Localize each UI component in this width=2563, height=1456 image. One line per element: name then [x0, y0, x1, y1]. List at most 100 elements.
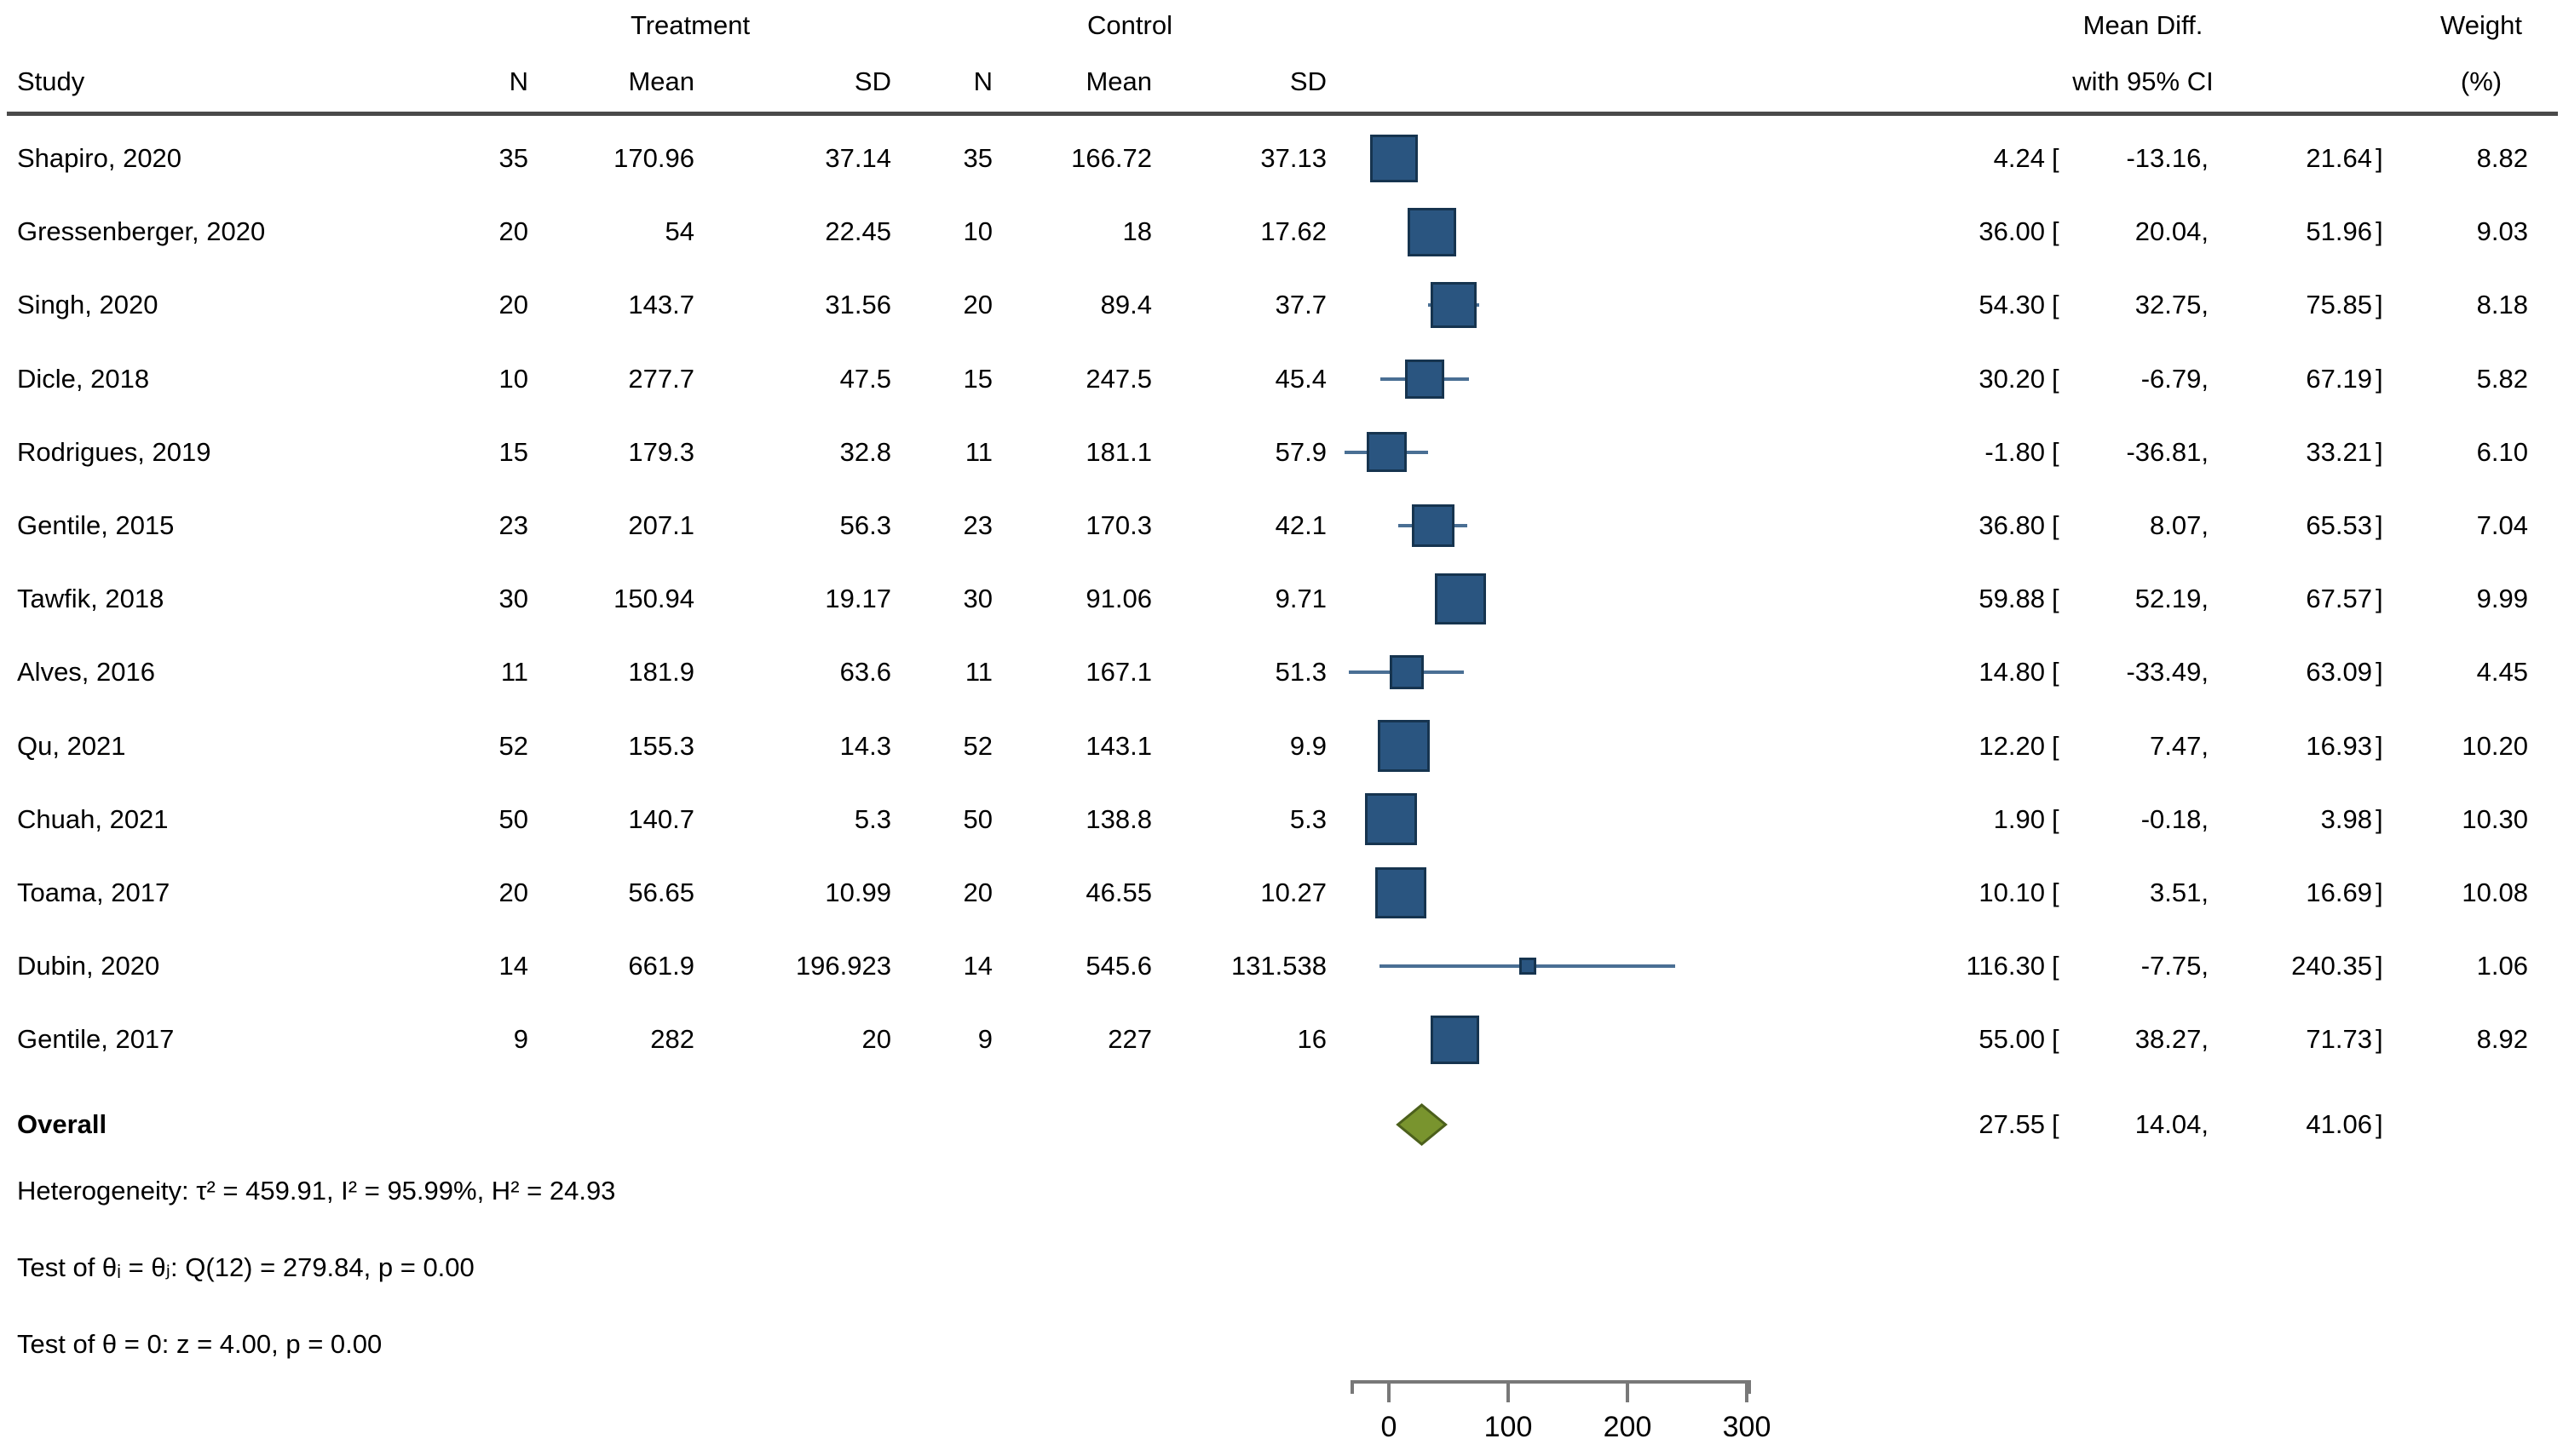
bracket-open: [ — [2052, 878, 2059, 907]
treatment-sd-value: 22.45 — [825, 216, 891, 247]
control-mean-value: 166.72 — [1071, 143, 1152, 173]
control-n-value: 14 — [963, 951, 993, 981]
weight-value: 8.18 — [2476, 290, 2528, 320]
x-axis-label-100: 100 — [1483, 1411, 1533, 1443]
control-sd-value: 9.71 — [1275, 584, 1327, 614]
bracket-close: ] — [2376, 363, 2383, 394]
treatment-mean-value: 661.9 — [628, 951, 694, 981]
control-sd-value: 17.62 — [1260, 216, 1327, 247]
weight-value: 10.20 — [2462, 730, 2528, 761]
control-sd-value: 37.13 — [1260, 143, 1327, 173]
bracket-open: [ — [2052, 143, 2059, 173]
treatment-sd-value: 32.8 — [839, 436, 891, 467]
effect-estimate: 4.24 — [1993, 143, 2045, 173]
x-axis-line — [1351, 1380, 1751, 1384]
study-label: Toama, 2017 — [17, 878, 170, 907]
treatment-sd-header: SD — [854, 66, 891, 96]
effect-header-line2: with 95% CI — [2072, 66, 2214, 96]
weight-value: 8.82 — [2476, 143, 2528, 173]
test-theta-zero-stats: Test of θ = 0: z = 4.00, p = 0.00 — [17, 1329, 383, 1359]
control-n-value: 52 — [963, 730, 993, 761]
x-axis-tick-100 — [1506, 1384, 1510, 1402]
control-sd-value: 57.9 — [1275, 436, 1327, 467]
effect-size-marker — [1518, 958, 1536, 975]
bracket-close: ] — [2376, 436, 2383, 467]
control-group-header: Control — [1087, 10, 1172, 40]
bracket-close: ] — [2376, 290, 2383, 320]
effect-estimate: 54.30 — [1978, 290, 2045, 320]
treatment-sd-value: 196.923 — [795, 951, 891, 981]
control-n-value: 23 — [963, 510, 993, 540]
control-sd-value: 37.7 — [1275, 290, 1327, 320]
effect-size-marker — [1369, 135, 1418, 182]
x-axis-label-200: 200 — [1603, 1411, 1652, 1443]
weight-header-line1: Weight — [2440, 10, 2522, 40]
control-sd-value: 42.1 — [1275, 510, 1327, 540]
control-n-value: 9 — [977, 1024, 993, 1055]
x-axis-tick-300 — [1745, 1384, 1748, 1402]
ci-high: 67.57 — [2306, 584, 2372, 614]
ci-low: 8.07, — [2150, 510, 2209, 540]
bracket-open: [ — [2052, 803, 2059, 834]
treatment-sd-value: 10.99 — [825, 878, 891, 907]
control-mean-value: 181.1 — [1086, 436, 1152, 467]
effect-size-marker — [1405, 359, 1445, 399]
treatment-sd-value: 37.14 — [825, 143, 891, 173]
weight-value: 1.06 — [2476, 951, 2528, 981]
ci-low: 32.75, — [2134, 290, 2209, 320]
ci-low: -36.81, — [2126, 436, 2209, 467]
treatment-n-value: 20 — [498, 290, 528, 320]
x-axis-tick-0 — [1387, 1384, 1391, 1402]
x-axis-label-0: 0 — [1380, 1411, 1397, 1443]
treatment-n-header: N — [509, 66, 528, 96]
treatment-n-value: 10 — [498, 363, 528, 394]
heterogeneity-stats: Heterogeneity: τ² = 459.91, I² = 95.99%,… — [17, 1176, 616, 1206]
control-mean-header: Mean — [1086, 66, 1152, 96]
effect-size-marker — [1411, 504, 1454, 547]
treatment-sd-value: 5.3 — [854, 803, 891, 834]
treatment-n-value: 14 — [498, 951, 528, 981]
treatment-mean-value: 150.94 — [613, 584, 694, 614]
control-n-value: 15 — [963, 363, 993, 394]
test-theta-i-stats: Test of θᵢ = θⱼ: Q(12) = 279.84, p = 0.0… — [17, 1252, 475, 1282]
overall-estimate: 27.55 — [1978, 1109, 2045, 1139]
treatment-mean-value: 282 — [650, 1024, 694, 1055]
weight-value: 7.04 — [2476, 510, 2528, 540]
control-sd-value: 9.9 — [1289, 730, 1327, 761]
bracket-close: ] — [2376, 951, 2383, 981]
bracket-open: [ — [2052, 363, 2059, 394]
control-mean-value: 143.1 — [1086, 730, 1152, 761]
bracket-close: ] — [2376, 730, 2383, 761]
study-label: Singh, 2020 — [17, 290, 158, 320]
treatment-mean-value: 179.3 — [628, 436, 694, 467]
treatment-sd-value: 47.5 — [839, 363, 891, 394]
bracket-open: [ — [2052, 730, 2059, 761]
treatment-n-value: 20 — [498, 216, 528, 247]
bracket-open: [ — [2052, 436, 2059, 467]
control-sd-value: 16 — [1297, 1024, 1327, 1055]
bracket-close: ] — [2376, 1024, 2383, 1055]
control-mean-value: 545.6 — [1086, 951, 1152, 981]
treatment-n-value: 50 — [498, 803, 528, 834]
effect-estimate: 36.80 — [1978, 510, 2045, 540]
effect-estimate: 59.88 — [1978, 584, 2045, 614]
ci-low: 52.19, — [2134, 584, 2209, 614]
effect-estimate: 10.10 — [1978, 878, 2045, 907]
header-divider-rule — [7, 112, 2558, 116]
bracket-close: ] — [2376, 143, 2383, 173]
treatment-n-value: 11 — [500, 657, 528, 688]
overall-bracket-open: [ — [2052, 1109, 2059, 1139]
treatment-mean-value: 277.7 — [628, 363, 694, 394]
treatment-n-value: 9 — [513, 1024, 528, 1055]
control-sd-value: 131.538 — [1230, 951, 1327, 981]
overall-ci-high: 41.06 — [2306, 1109, 2372, 1139]
ci-low: 20.04, — [2134, 216, 2209, 247]
bracket-open: [ — [2052, 657, 2059, 688]
effect-header-line1: Mean Diff. — [2082, 10, 2203, 40]
control-sd-value: 51.3 — [1275, 657, 1327, 688]
treatment-mean-value: 54 — [665, 216, 694, 247]
study-label: Gentile, 2015 — [17, 510, 175, 540]
x-axis-left-endcap — [1351, 1380, 1354, 1394]
ci-low: 3.51, — [2150, 878, 2209, 907]
bracket-open: [ — [2052, 1024, 2059, 1055]
